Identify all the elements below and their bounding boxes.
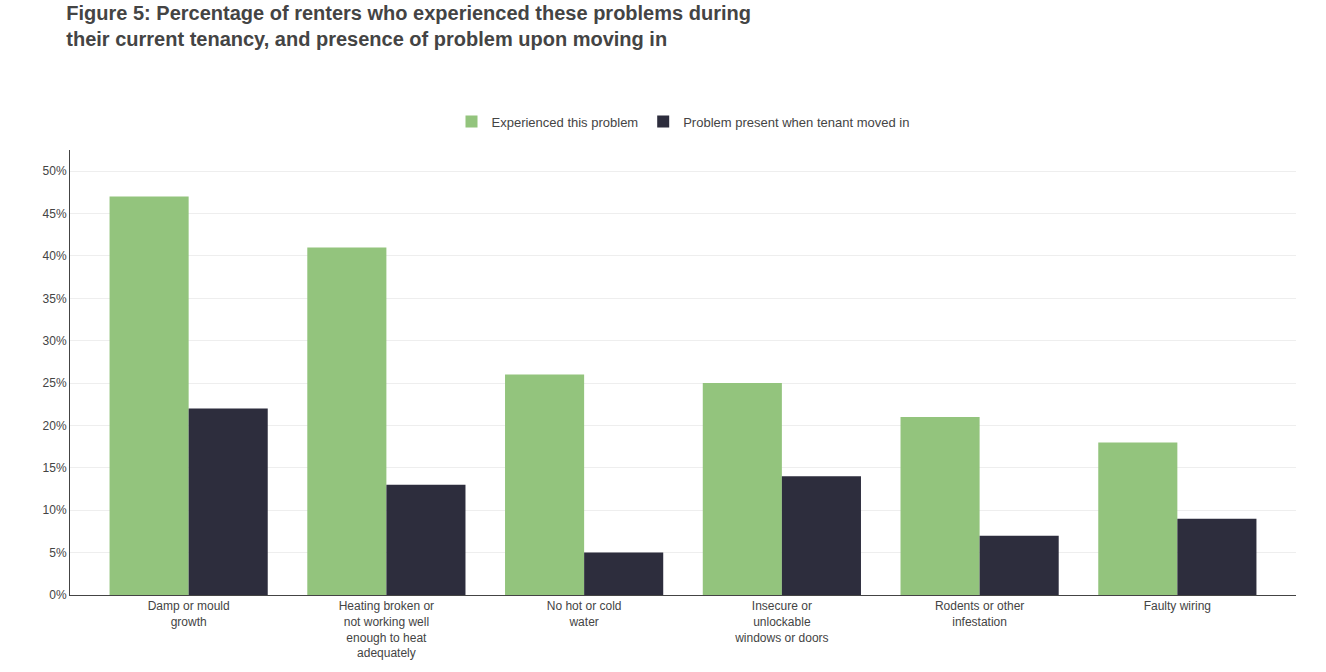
svg-text:Rodents or otherinfestation: Rodents or otherinfestation [935,599,1024,629]
svg-text:Faulty wiring: Faulty wiring [1144,599,1211,613]
svg-text:25%: 25% [43,376,67,390]
svg-text:Insecure orunlockablewindows o: Insecure orunlockablewindows or doors [734,599,828,644]
svg-text:15%: 15% [43,461,67,475]
svg-text:Figure 5: Percentage of renter: Figure 5: Percentage of renters who expe… [66,2,751,50]
svg-text:Heating broken ornot working w: Heating broken ornot working wellenough … [339,599,434,660]
svg-text:35%: 35% [43,292,67,306]
svg-text:Damp or mouldgrowth: Damp or mouldgrowth [148,599,230,629]
svg-text:20%: 20% [43,419,67,433]
svg-text:40%: 40% [43,249,67,263]
svg-text:45%: 45% [43,207,67,221]
svg-text:Problem present when tenant mo: Problem present when tenant moved in [683,115,909,130]
svg-text:30%: 30% [43,334,67,348]
svg-text:5%: 5% [49,546,67,560]
svg-text:10%: 10% [43,503,67,517]
svg-text:No hot or coldwater: No hot or coldwater [547,599,622,629]
svg-text:Experienced this problem: Experienced this problem [492,115,639,130]
svg-text:50%: 50% [43,164,67,178]
svg-text:0%: 0% [49,588,67,602]
